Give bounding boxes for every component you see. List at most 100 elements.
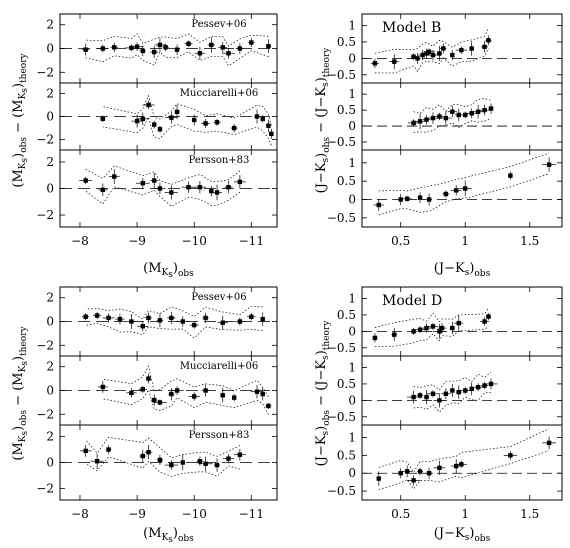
data-point: [154, 38, 166, 52]
data-point: [196, 456, 204, 466]
envelope-lower: [378, 450, 550, 490]
data-point: [213, 458, 221, 472]
x-tick-label: −11: [239, 507, 264, 521]
data-point: [250, 384, 264, 399]
data-point: [191, 114, 197, 126]
data-point: [401, 465, 413, 478]
data-point: [480, 317, 489, 326]
data-point: [115, 313, 125, 325]
data-point: [131, 114, 143, 128]
y-tick-label: 0: [348, 119, 356, 133]
y-tick-label: 0: [46, 42, 54, 56]
data-point: [473, 383, 484, 392]
data-point: [391, 328, 398, 342]
envelope-lower: [374, 326, 489, 347]
data-point: [455, 460, 468, 468]
data-point: [481, 41, 488, 53]
data-point: [247, 313, 256, 321]
y-tick-label: 0: [46, 315, 54, 329]
y-tick-label: 0: [348, 393, 356, 407]
data-point: [233, 175, 246, 189]
data-point: [440, 110, 452, 126]
envelope-lower: [85, 456, 240, 477]
x-tick-label: 1.5: [520, 234, 539, 248]
y-tick-label: −2: [36, 133, 54, 147]
data-point: [372, 333, 378, 343]
envelope-upper: [413, 98, 492, 114]
data-point: [207, 37, 215, 53]
data-point: [193, 180, 207, 194]
data-point: [222, 453, 234, 464]
data-point: [217, 315, 229, 330]
data-point: [176, 316, 190, 327]
data-point: [90, 453, 104, 470]
y-axis-label: (MKs)obs − (MKs)theory: [11, 53, 30, 188]
envelope-upper: [85, 436, 241, 459]
data-point: [398, 194, 404, 205]
x-axis-label: (J−Ks)obs: [434, 526, 491, 544]
y-tick-label: 0.5: [337, 174, 356, 188]
data-point: [181, 181, 196, 193]
envelope-upper: [85, 33, 269, 47]
panel-label: Persson+83: [189, 430, 250, 441]
envelope-lower: [85, 50, 269, 67]
y-tick-label: 0: [46, 110, 54, 124]
data-point: [153, 399, 167, 406]
y-tick-label: 0: [46, 182, 54, 196]
data-point: [455, 385, 462, 399]
data-point: [233, 448, 246, 461]
data-point: [97, 381, 108, 393]
y-tick-label: 0.5: [337, 103, 356, 117]
data-point: [218, 42, 228, 53]
data-point: [100, 115, 106, 122]
data-point: [162, 43, 169, 51]
data-point: [421, 323, 432, 333]
data-point: [265, 39, 272, 53]
y-tick-label: 1: [348, 361, 356, 375]
data-point: [93, 312, 102, 320]
data-point: [508, 171, 513, 180]
y-axis-label: (MKs)obs − (MKs)theory: [11, 326, 30, 461]
data-point: [157, 125, 163, 133]
y-tick-label: −0.5: [327, 135, 356, 149]
data-point: [398, 468, 404, 479]
y-tick-label: 2: [46, 18, 54, 32]
data-point: [201, 119, 211, 128]
x-tick-label: −9: [128, 234, 146, 248]
y-axis-label: (J−Ks)obs − (J−Ks)theory: [314, 320, 332, 467]
data-point: [248, 38, 255, 47]
data-point: [455, 46, 467, 54]
y-tick-label: −2: [36, 407, 54, 421]
data-point: [110, 42, 119, 53]
chart-bottom-right: −0.5 0 0.5 1 −0.5 0 0.5 1 −0.5 0 0.5 1 Model D 0.5 1 1.…: [314, 286, 563, 544]
x-tick-label: 1.5: [520, 507, 539, 521]
envelope-upper: [374, 28, 489, 54]
y-tick-label: 1: [348, 156, 356, 170]
data-point: [485, 313, 492, 320]
envelope-upper: [102, 94, 272, 126]
data-point: [231, 393, 237, 402]
data-point: [98, 183, 108, 197]
y-tick-label: −0.5: [327, 211, 356, 225]
data-point: [389, 54, 400, 70]
y-axis-label: (J−Ks)obs − (J−Ks)theory: [314, 47, 332, 194]
data-point: [462, 111, 468, 119]
y-tick-label: 0: [348, 193, 356, 207]
data-point: [79, 176, 93, 185]
data-point: [222, 48, 235, 59]
y-tick-label: 2: [46, 430, 54, 444]
data-point: [126, 314, 137, 329]
panel-label: Mucciarelli+06: [180, 361, 258, 372]
x-tick-label: −11: [239, 234, 264, 248]
y-tick-label: 0.5: [337, 308, 356, 322]
data-point: [469, 41, 474, 56]
data-point: [425, 467, 434, 479]
y-tick-label: −2: [36, 338, 54, 352]
data-point: [234, 317, 246, 326]
data-point: [417, 391, 424, 399]
x-axis-label: (MKs)obs: [143, 526, 194, 545]
data-point: [156, 313, 164, 328]
envelope-upper: [374, 307, 489, 328]
y-tick-label: 1: [348, 292, 356, 306]
